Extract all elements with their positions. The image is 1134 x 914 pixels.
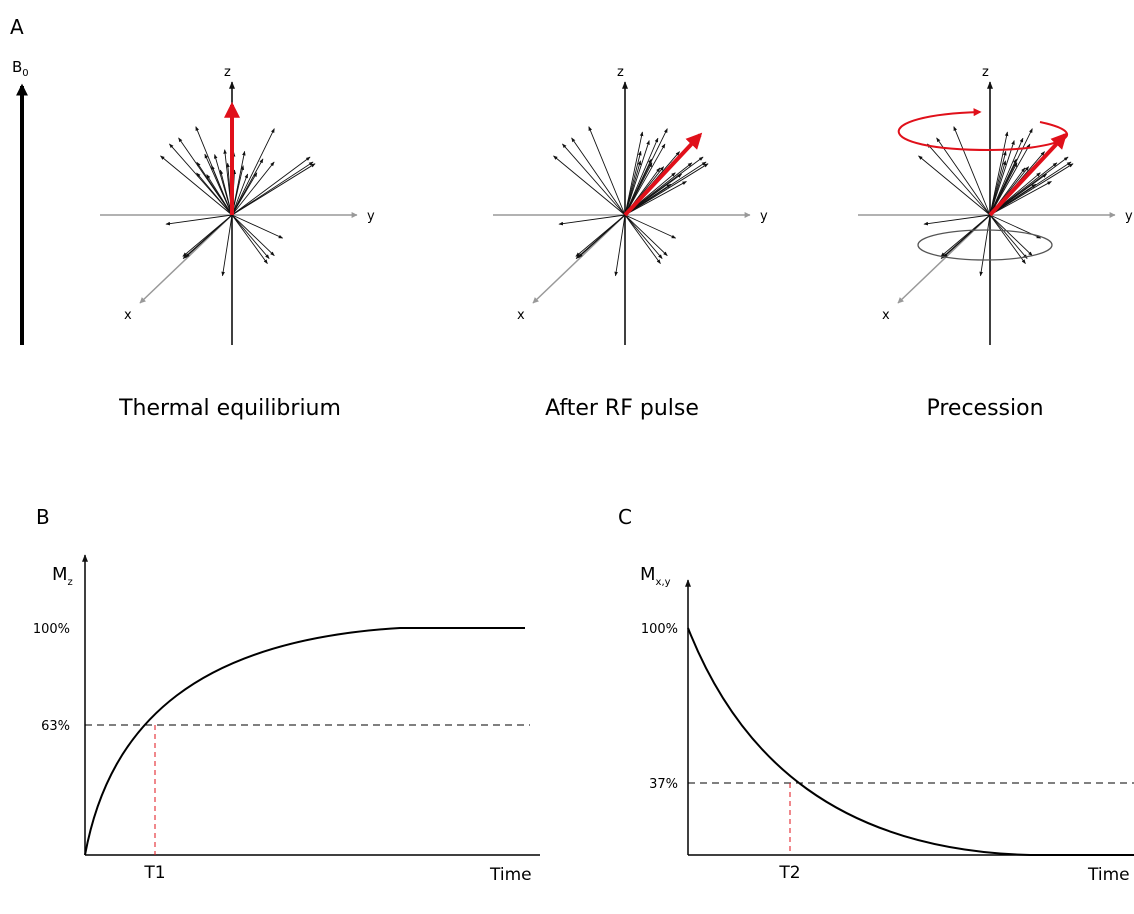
spin-arrow: [231, 158, 264, 216]
x-marker: T1: [143, 863, 165, 883]
spin-arrow: [588, 126, 626, 216]
spin-arrow: [624, 163, 709, 216]
spin-arrow: [940, 214, 991, 259]
x-axis-label: Time: [489, 865, 532, 885]
spin-arrow: [624, 181, 687, 216]
y-label: 63%: [41, 719, 70, 734]
spin-arrow: [231, 150, 246, 216]
spin-arrow: [989, 181, 1052, 216]
spin-arrow: [923, 214, 991, 226]
spin-arrow: [989, 143, 1031, 216]
axis-label: x: [882, 308, 890, 323]
spin-arrow: [160, 155, 233, 216]
spin-arrow: [979, 214, 991, 277]
spin-arrow: [231, 128, 275, 216]
x-marker: T2: [778, 863, 800, 883]
spin-arrow: [989, 128, 1033, 216]
spin-arrow: [989, 137, 1024, 216]
spin-arrow: [624, 128, 668, 216]
spin-arrow: [165, 214, 233, 226]
decay-curve: [687, 627, 1134, 856]
spin-arrow: [213, 154, 233, 216]
spin-arrow: [936, 137, 991, 216]
spin-arrow: [196, 161, 233, 216]
axis-label: y: [760, 209, 768, 224]
spin-arrow: [624, 137, 659, 216]
spin-arrow: [624, 214, 677, 239]
spin-arrow: [989, 163, 1074, 216]
spin-arrow: [989, 214, 1033, 257]
spin-arrow: [231, 156, 311, 216]
spin-arrow: [989, 156, 1069, 216]
spin-arrow: [989, 131, 1009, 216]
spin-arrow: [624, 140, 650, 216]
spin-arrow: [195, 126, 233, 216]
y-axis-label: Mx,y: [640, 564, 671, 588]
precession-ring: [917, 229, 1053, 261]
spin-arrow: [562, 143, 626, 216]
axis-label: x: [517, 308, 525, 323]
spin-arrow: [558, 214, 626, 226]
spin-arrow: [231, 214, 275, 257]
axis-label: y: [1125, 209, 1133, 224]
spin-arrow: [953, 126, 991, 216]
spin-arrow: [624, 131, 644, 216]
b0-label: B0: [12, 58, 29, 79]
spin-arrow: [231, 163, 316, 216]
spin-arrow: [989, 214, 1026, 264]
x-axis-label: Time: [1087, 865, 1130, 885]
spin-arrow: [231, 161, 275, 216]
spin-arrow: [624, 214, 661, 264]
spin-arrow: [624, 214, 668, 257]
caption: After RF pulse: [545, 396, 699, 421]
spin-arrow: [221, 214, 233, 277]
spin-arrow: [231, 173, 249, 216]
net-magnetization: [623, 132, 703, 217]
axis-label: z: [617, 65, 624, 80]
x-axis: [897, 214, 991, 304]
spin-arrow: [624, 156, 704, 216]
spin-arrow: [918, 155, 991, 216]
spin-arrow: [575, 214, 626, 259]
y-label: 100%: [641, 622, 678, 637]
spin-arrow: [553, 155, 626, 216]
caption: Thermal equilibrium: [118, 396, 341, 421]
spin-arrow: [989, 214, 1028, 259]
spin-arrow: [231, 214, 268, 264]
spin-arrow: [989, 140, 1015, 216]
panel-label: C: [618, 505, 632, 529]
x-axis: [139, 214, 233, 304]
axis-label: x: [124, 308, 132, 323]
axis-label: y: [367, 209, 375, 224]
panel-label: A: [10, 15, 24, 39]
net-magnetization: [988, 132, 1068, 217]
spin-arrow: [624, 214, 663, 259]
axis-label: z: [224, 65, 231, 80]
spin-arrow: [571, 137, 626, 216]
spin-arrow: [231, 214, 270, 259]
spin-arrow: [927, 143, 991, 216]
precession-path: [897, 108, 1068, 152]
y-axis-label: Mz: [52, 564, 73, 588]
y-label: 100%: [33, 622, 70, 637]
spin-arrow: [169, 143, 233, 216]
spin-arrow: [624, 143, 666, 216]
panel-label: B: [36, 505, 50, 529]
spin-arrow: [231, 214, 284, 239]
spin-arrow: [614, 214, 626, 277]
x-axis: [532, 214, 626, 304]
axis-label: z: [982, 65, 989, 80]
spin-arrow: [182, 214, 233, 259]
y-label: 37%: [649, 777, 678, 792]
growth-curve: [84, 627, 525, 856]
caption: Precession: [926, 396, 1043, 421]
